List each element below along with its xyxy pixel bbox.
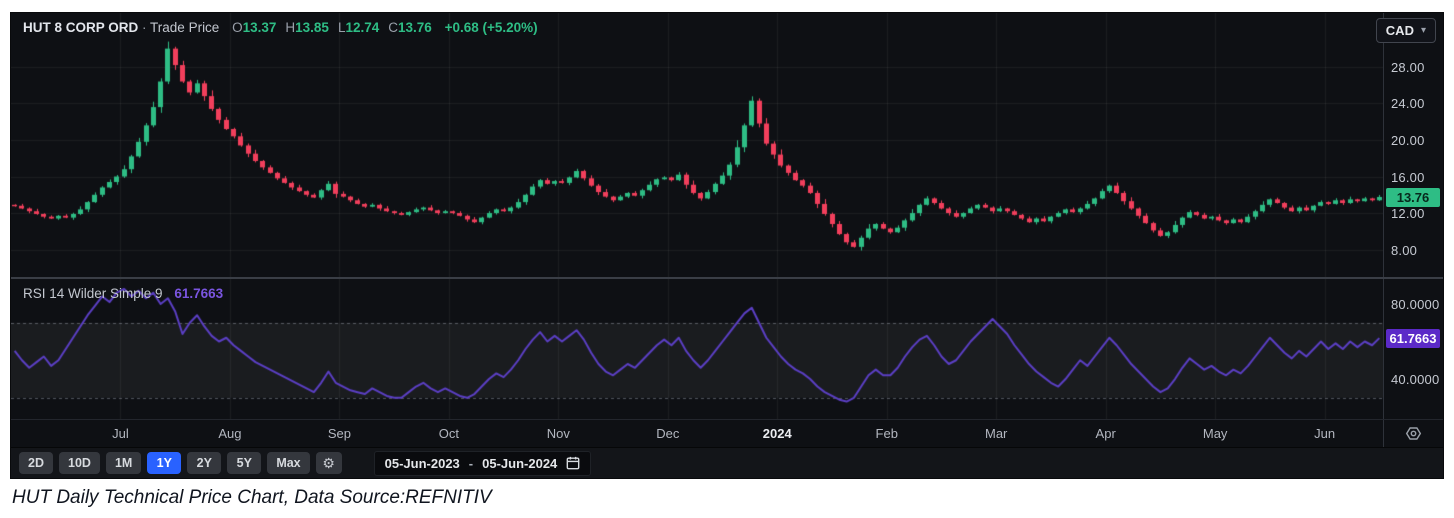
pane-resize-handle[interactable] [11,277,1443,279]
ohlc-value: 13.76 [398,20,432,35]
month-label[interactable]: Jul [112,426,129,441]
month-label[interactable]: Sep [327,426,351,441]
month-label[interactable]: Apr [1095,426,1116,441]
gear-icon: ⚙ [322,455,335,471]
price-axis-tick: 20.00 [1391,132,1425,148]
rsi-legend-text: RSI 14 Wilder Simple 9 [23,286,163,301]
rsi-current-value: 61.7663 [174,286,224,301]
currency-selector[interactable]: CAD ▾ [1375,18,1436,43]
currency-value: CAD [1385,23,1414,38]
month-label[interactable]: Aug [218,426,242,441]
range-button-5y[interactable]: 5Y [227,452,262,474]
rsi-axis[interactable]: 80.0000 40.0000 61.7663 [1383,279,1443,419]
ohlc-value: 12.74 [345,20,380,35]
date-range-picker[interactable]: 05-Jun-2023 - 05-Jun-2024 [373,450,592,476]
caption: HUT Daily Technical Price Chart, Data So… [12,487,492,508]
instrument-name: HUT 8 CORP ORD [23,20,139,35]
date-separator: - [468,455,474,471]
ohlc-key: C [388,20,399,35]
chart-widget: HUT 8 CORP ORD · Trade Price O13.37 H13.8… [10,12,1444,479]
month-label[interactable]: Nov [546,426,570,441]
legend-separator: · [142,20,147,35]
month-label[interactable]: Feb [875,426,898,441]
price-axis-tick: 8.00 [1391,242,1418,258]
month-label[interactable]: 2024 [762,426,792,441]
date-from: 05-Jun-2023 [384,455,460,471]
chart-settings-button[interactable]: ⚙ [315,452,342,474]
chevron-down-icon: ▾ [1420,25,1426,36]
price-axis-tick: 16.00 [1391,169,1425,185]
range-button-1m[interactable]: 1M [105,452,142,474]
rsi-value-badge: 61.7663 [1386,329,1440,349]
price-axis-tick: 12.00 [1391,206,1425,222]
instrument-legend: HUT 8 CORP ORD · Trade Price O13.37 H13.8… [23,20,538,35]
rsi-legend: RSI 14 Wilder Simple 9 61.7663 [23,286,223,301]
time-axis[interactable]: Jul Aug Sep Oct Nov Dec 2024 Feb Mar Apr May Jun [11,419,1443,447]
month-label[interactable]: Mar [985,426,1008,441]
axis-settings-button[interactable] [1383,420,1443,447]
range-button-10d[interactable]: 10D [59,452,100,474]
rsi-axis-tick: 80.0000 [1391,296,1440,312]
price-chart-canvas[interactable] [11,13,1383,277]
time-axis-labels: Jul Aug Sep Oct Nov Dec 2024 Feb Mar Apr May Jun [11,420,1383,447]
rsi-axis-tick: 40.0000 [1391,372,1440,388]
ohlc-key: O [232,20,243,35]
month-label[interactable]: Jun [1314,426,1336,441]
month-label[interactable]: May [1202,426,1228,441]
range-button-1y[interactable]: 1Y [147,452,182,474]
rsi-pane: RSI 14 Wilder Simple 9 61.7663 80.0000 40… [11,279,1443,419]
range-button-2d[interactable]: 2D [19,452,53,474]
month-label[interactable]: Oct [438,426,459,441]
ohlc-key: L [337,20,346,35]
change-value: +0.68 (+5.20%) [444,20,538,35]
range-buttons: 2D 10D 1M 1Y 2Y 5Y Max [19,452,310,474]
date-to: 05-Jun-2024 [482,455,558,471]
rsi-chart-canvas[interactable] [11,279,1383,419]
price-axis-tick: 28.00 [1391,59,1425,75]
last-price-badge: 13.76 [1386,187,1440,207]
hexagon-settings-icon [1405,427,1422,440]
series-label: Trade Price [150,20,220,35]
price-axis[interactable]: 28.00 24.00 20.00 16.00 12.00 8.00 13.76 [1383,13,1443,277]
calendar-icon [566,456,580,470]
range-toolbar: 2D 10D 1M 1Y 2Y 5Y Max ⚙ 05-Jun-2023 - 05-Jun-… [11,447,1443,478]
month-label[interactable]: Dec [656,426,680,441]
range-button-2y[interactable]: 2Y [187,452,222,474]
range-button-max[interactable]: Max [267,452,310,474]
ohlc-value: 13.37 [242,20,277,35]
ohlc-value: 13.85 [295,20,329,35]
ohlc-values: O13.37 H13.85 L12.74 C13.76 [223,20,432,35]
price-pane: HUT 8 CORP ORD · Trade Price O13.37 H13.8… [11,13,1443,277]
ohlc-key: H [285,20,296,35]
price-axis-tick: 24.00 [1391,96,1425,112]
